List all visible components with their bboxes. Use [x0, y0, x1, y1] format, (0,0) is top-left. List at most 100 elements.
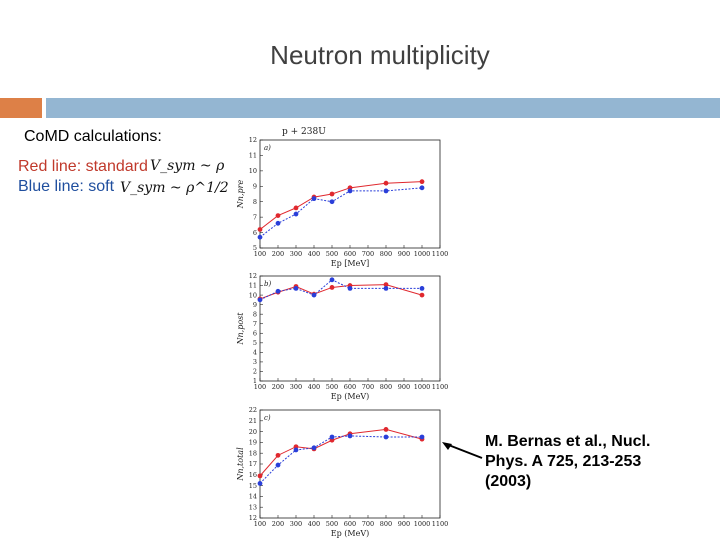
data-point-blue — [311, 196, 317, 202]
x-axis-label: Ep (MeV) — [331, 529, 369, 538]
y-tick-label: 12 — [249, 136, 257, 144]
x-tick-label: 500 — [326, 520, 338, 528]
x-tick-label: 500 — [326, 383, 338, 391]
data-point-blue — [347, 188, 353, 194]
x-tick-label: 1000 — [414, 520, 431, 528]
y-tick-label: 6 — [253, 229, 257, 237]
blue-line-label: Blue line: soft — [18, 178, 115, 195]
y-tick-label: 16 — [249, 471, 257, 479]
data-point-blue — [383, 434, 389, 440]
y-axis-label: Nn,total — [236, 447, 245, 482]
y-tick-label: 5 — [253, 339, 257, 347]
panel-label: b) — [264, 280, 271, 288]
chart-panel-3: 100 200 300 400 500 600 700 800 900 1000 1100 12 13 1… — [236, 406, 448, 538]
x-tick-label: 500 — [326, 250, 338, 258]
panel-header: p + 238U — [282, 127, 326, 137]
data-point-blue — [275, 220, 281, 226]
y-axis-label: Nn,pre — [236, 180, 245, 210]
data-point-blue — [383, 188, 389, 194]
y-tick-label: 9 — [253, 182, 257, 190]
data-point-blue — [293, 211, 299, 217]
red-formula: V_sym ~ ρ — [150, 158, 225, 174]
data-point-red — [329, 191, 335, 197]
data-point-blue — [419, 286, 425, 291]
data-point-blue — [257, 481, 263, 486]
y-tick-label: 17 — [249, 460, 257, 468]
y-tick-label: 10 — [249, 291, 257, 299]
panel-label: a) — [264, 144, 271, 152]
data-point-blue — [419, 434, 425, 440]
x-tick-label: 900 — [398, 250, 410, 258]
calc-label: CoMD calculations: — [24, 128, 162, 145]
y-tick-label: 21 — [249, 417, 257, 425]
x-tick-label: 800 — [380, 520, 392, 528]
data-point-red — [329, 285, 335, 290]
y-tick-label: 9 — [253, 301, 257, 309]
y-tick-label: 12 — [249, 272, 257, 280]
x-tick-label: 600 — [344, 250, 356, 258]
x-tick-label: 200 — [272, 383, 284, 391]
x-tick-label: 700 — [362, 250, 374, 258]
x-tick-label: 100 — [254, 383, 266, 391]
series-line-blue — [259, 435, 422, 484]
y-tick-label: 22 — [249, 406, 257, 414]
data-point-red — [257, 227, 263, 232]
data-point-blue — [419, 185, 425, 191]
y-tick-label: 18 — [249, 449, 257, 457]
data-point-red — [257, 473, 263, 479]
y-tick-label: 7 — [253, 320, 257, 328]
x-tick-label: 600 — [344, 520, 356, 528]
x-tick-label: 900 — [398, 383, 410, 391]
blue-formula: V_sym ~ ρ^1/2 — [120, 180, 229, 196]
reference-arrow — [442, 442, 483, 459]
y-tick-label: 2 — [253, 368, 257, 376]
x-tick-label: 1000 — [414, 383, 431, 391]
x-tick-label: 300 — [290, 383, 302, 391]
x-tick-label: 300 — [290, 520, 302, 528]
x-axis-label: Ep [MeV] — [331, 259, 369, 268]
x-tick-label: 400 — [308, 383, 320, 391]
x-tick-label: 900 — [398, 520, 410, 528]
slide-title: Neutron multiplicity — [270, 40, 490, 70]
data-point-blue — [275, 288, 281, 294]
panel-label: c) — [264, 414, 271, 422]
data-point-blue — [329, 434, 335, 440]
x-tick-label: 300 — [290, 250, 302, 258]
y-tick-label: 1 — [253, 377, 257, 385]
x-tick-label: 100 — [254, 520, 266, 528]
x-tick-label: 400 — [308, 250, 320, 258]
x-tick-label: 200 — [272, 250, 284, 258]
data-point-blue — [293, 447, 299, 453]
y-tick-label: 11 — [249, 282, 257, 290]
data-point-blue — [311, 445, 317, 451]
data-point-red — [383, 282, 389, 287]
chart-panel-2: 100 200 300 400 500 600 700 800 900 1000 1100 12 34 5… — [236, 272, 448, 401]
x-tick-label: 1100 — [432, 520, 449, 528]
x-tick-label: 700 — [362, 383, 374, 391]
data-point-blue — [257, 297, 263, 303]
data-point-red — [383, 180, 389, 186]
accent-bar-orange — [0, 98, 42, 118]
neutron-multiplicity-charts: 100 200 300 400 500 600 700 800 900 1000 110056789… — [230, 118, 455, 540]
accent-bar-blue — [46, 98, 720, 118]
y-tick-label: 8 — [253, 310, 257, 318]
y-tick-label: 7 — [253, 213, 257, 221]
y-tick-label: 12 — [249, 514, 257, 522]
data-point-red — [419, 292, 425, 298]
reference-citation: M. Bernas et al., Nucl. Phys. A 725, 213… — [485, 433, 651, 490]
x-tick-label: 1100 — [432, 383, 449, 391]
x-tick-label: 400 — [308, 520, 320, 528]
x-tick-label: 600 — [344, 383, 356, 391]
x-tick-label: 700 — [362, 520, 374, 528]
series-line-blue — [259, 187, 423, 238]
y-tick-label: 11 — [249, 152, 257, 160]
x-tick-label: 200 — [272, 520, 284, 528]
data-point-blue — [329, 199, 335, 205]
data-point-blue — [383, 286, 389, 291]
y-tick-label: 4 — [253, 349, 257, 357]
red-line-label: Red line: standard — [18, 158, 148, 175]
x-axis-label: Ep (MeV) — [331, 392, 369, 401]
data-point-red — [275, 452, 281, 458]
y-axis-label: Nn,post — [236, 312, 245, 346]
x-tick-label: 800 — [380, 250, 392, 258]
